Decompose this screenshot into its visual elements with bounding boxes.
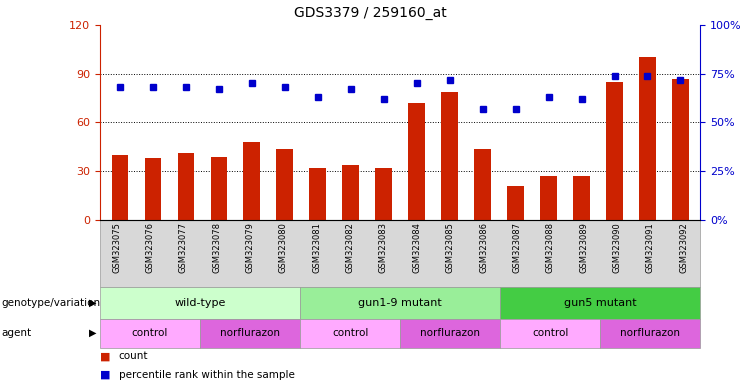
Bar	[474, 149, 491, 220]
Text: ■: ■	[100, 351, 110, 361]
Text: norflurazon: norflurazon	[420, 328, 480, 338]
Text: agent: agent	[1, 328, 32, 338]
Bar	[508, 186, 524, 220]
Text: GSM323081: GSM323081	[312, 222, 322, 273]
Bar	[112, 155, 128, 220]
Text: GSM323084: GSM323084	[412, 222, 422, 273]
Text: ▶: ▶	[89, 298, 96, 308]
Text: GSM323086: GSM323086	[479, 222, 488, 273]
Bar	[342, 165, 359, 220]
Bar	[574, 176, 590, 220]
Bar	[639, 58, 656, 220]
Text: GSM323077: GSM323077	[179, 222, 188, 273]
Bar	[276, 149, 293, 220]
Text: GSM323092: GSM323092	[679, 222, 688, 273]
Text: gun1-9 mutant: gun1-9 mutant	[358, 298, 442, 308]
Text: GSM323078: GSM323078	[212, 222, 222, 273]
Bar	[408, 103, 425, 220]
Text: GSM323083: GSM323083	[379, 222, 388, 273]
Text: GSM323076: GSM323076	[145, 222, 155, 273]
Text: GDS3379 / 259160_at: GDS3379 / 259160_at	[294, 6, 447, 20]
Text: GSM323080: GSM323080	[279, 222, 288, 273]
Text: count: count	[119, 351, 148, 361]
Text: GSM323082: GSM323082	[345, 222, 355, 273]
Bar	[540, 176, 556, 220]
Bar	[178, 153, 194, 220]
Text: GSM323090: GSM323090	[612, 222, 622, 273]
Text: wild-type: wild-type	[174, 298, 226, 308]
Text: GSM323085: GSM323085	[445, 222, 455, 273]
Bar	[672, 79, 688, 220]
Text: control: control	[132, 328, 168, 338]
Text: norflurazon: norflurazon	[620, 328, 680, 338]
Text: control: control	[532, 328, 568, 338]
Bar	[606, 82, 622, 220]
Text: GSM323087: GSM323087	[512, 222, 522, 273]
Text: GSM323091: GSM323091	[645, 222, 655, 273]
Bar	[244, 142, 260, 220]
Text: percentile rank within the sample: percentile rank within the sample	[119, 370, 294, 380]
Bar	[442, 92, 458, 220]
Bar	[376, 168, 392, 220]
Text: GSM323079: GSM323079	[245, 222, 255, 273]
Text: GSM323075: GSM323075	[112, 222, 122, 273]
Bar	[310, 168, 326, 220]
Text: control: control	[332, 328, 368, 338]
Text: GSM323088: GSM323088	[545, 222, 555, 273]
Text: gun5 mutant: gun5 mutant	[564, 298, 637, 308]
Bar	[144, 158, 161, 220]
Text: norflurazon: norflurazon	[220, 328, 280, 338]
Text: genotype/variation: genotype/variation	[1, 298, 101, 308]
Text: ▶: ▶	[89, 328, 96, 338]
Text: GSM323089: GSM323089	[579, 222, 588, 273]
Text: ■: ■	[100, 370, 110, 380]
Bar	[210, 157, 227, 220]
